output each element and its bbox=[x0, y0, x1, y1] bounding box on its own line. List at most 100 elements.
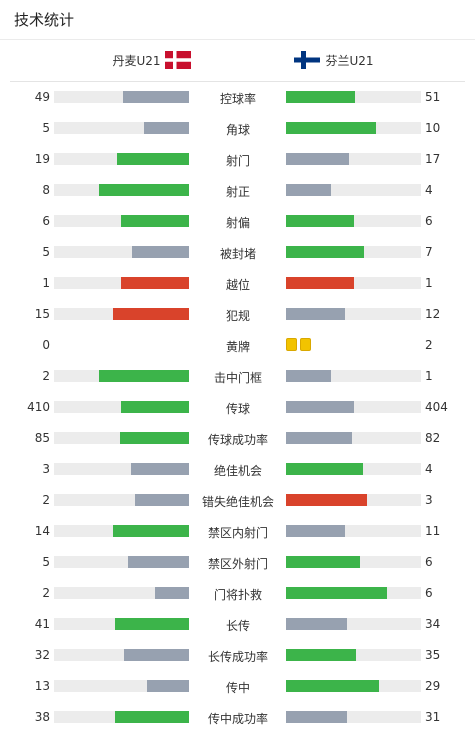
home-stat-bar-track bbox=[54, 432, 189, 444]
page-title: 技术统计 bbox=[14, 11, 75, 29]
stat-row: 2 错失绝佳机会 3 bbox=[0, 484, 475, 515]
stat-label: 传球 bbox=[225, 402, 250, 416]
stat-row: 410 传球 404 bbox=[0, 391, 475, 422]
home-stat-value: 6 bbox=[42, 214, 50, 228]
stat-label: 传中成功率 bbox=[207, 712, 268, 726]
home-stat-value: 2 bbox=[42, 369, 50, 383]
away-stat-bar-track bbox=[286, 308, 421, 320]
stat-label: 射门 bbox=[225, 154, 250, 168]
away-stat-bar-track bbox=[286, 184, 421, 196]
away-stat-bar bbox=[286, 401, 354, 413]
home-stat-bar bbox=[135, 494, 189, 506]
yellow-card-icon bbox=[286, 338, 297, 351]
away-stat-value: 6 bbox=[425, 214, 433, 228]
teams-header: 丹麦U21 芬兰U21 bbox=[10, 40, 465, 82]
away-stat-bar-track bbox=[286, 649, 421, 661]
stat-row: 3 绝佳机会 4 bbox=[0, 453, 475, 484]
away-stat-value: 17 bbox=[425, 152, 441, 166]
away-stat-bar bbox=[286, 308, 345, 320]
stat-label: 犯规 bbox=[225, 309, 250, 323]
home-stat-value: 410 bbox=[27, 400, 50, 414]
away-stat-bar-track bbox=[286, 153, 421, 165]
away-stat-value: 3 bbox=[425, 493, 433, 507]
away-stat-value: 6 bbox=[425, 555, 433, 569]
away-team: 芬兰U21 bbox=[293, 51, 374, 69]
home-stat-value: 5 bbox=[42, 121, 50, 135]
away-stat-bar-track bbox=[286, 91, 421, 103]
home-stat-bar-track bbox=[54, 184, 189, 196]
away-stat-value: 6 bbox=[425, 586, 433, 600]
away-stat-bar bbox=[286, 649, 356, 661]
away-stat-value: 51 bbox=[425, 90, 441, 104]
home-stat-bar bbox=[99, 370, 189, 382]
stat-row: 85 传球成功率 82 bbox=[0, 422, 475, 453]
home-stat-bar bbox=[123, 91, 189, 103]
home-stat-bar-track bbox=[54, 246, 189, 258]
stat-label: 门将扑救 bbox=[213, 588, 262, 602]
stat-label: 射正 bbox=[225, 185, 250, 199]
away-stat-bar bbox=[286, 680, 379, 692]
home-stat-bar bbox=[117, 153, 189, 165]
away-stat-bar-track bbox=[286, 494, 421, 506]
home-stat-bar bbox=[113, 525, 189, 537]
home-stat-bar bbox=[144, 122, 189, 134]
away-stat-bar-track bbox=[286, 432, 421, 444]
away-stat-value: 35 bbox=[425, 648, 441, 662]
stat-row: 19 射门 17 bbox=[0, 143, 475, 174]
away-stat-bar bbox=[286, 277, 354, 289]
home-stat-bar-track bbox=[54, 401, 189, 413]
away-stat-value: 34 bbox=[425, 617, 441, 631]
home-stat-bar bbox=[120, 432, 189, 444]
home-stat-bar-track bbox=[54, 153, 189, 165]
away-stat-bar bbox=[286, 246, 364, 258]
away-stat-bar-track bbox=[286, 556, 421, 568]
home-stat-bar-track bbox=[54, 680, 189, 692]
away-stat-value: 7 bbox=[425, 245, 433, 259]
away-stat-bar bbox=[286, 618, 347, 630]
home-stat-bar-track bbox=[54, 587, 189, 599]
stat-row: 38 传中成功率 31 bbox=[0, 701, 475, 732]
away-stat-bar bbox=[286, 494, 367, 506]
away-stat-value: 1 bbox=[425, 276, 433, 290]
away-stat-bar-track bbox=[286, 401, 421, 413]
stat-row: 49 控球率 51 bbox=[0, 81, 475, 112]
away-stat-value: 404 bbox=[425, 400, 448, 414]
away-stat-bar-track bbox=[286, 587, 421, 599]
home-stat-value: 0 bbox=[42, 338, 50, 352]
stat-label: 越位 bbox=[225, 278, 250, 292]
away-yellow-cards bbox=[286, 338, 311, 351]
home-stat-value: 3 bbox=[42, 462, 50, 476]
finland-flag-icon bbox=[293, 51, 320, 69]
stat-row: 15 犯规 12 bbox=[0, 298, 475, 329]
away-stat-value: 2 bbox=[425, 338, 433, 352]
stat-row: 32 长传成功率 35 bbox=[0, 639, 475, 670]
stat-row: 8 射正 4 bbox=[0, 174, 475, 205]
away-stat-value: 31 bbox=[425, 710, 441, 724]
stat-row: 0 黄牌 2 bbox=[0, 329, 475, 360]
stat-label: 被封堵 bbox=[219, 247, 256, 261]
home-stat-bar bbox=[121, 401, 189, 413]
stat-row: 14 禁区内射门 11 bbox=[0, 515, 475, 546]
away-stat-bar bbox=[286, 370, 331, 382]
home-stat-value: 5 bbox=[42, 245, 50, 259]
home-stat-bar-track bbox=[54, 649, 189, 661]
away-stat-bar bbox=[286, 122, 376, 134]
stat-label: 长传成功率 bbox=[207, 650, 268, 664]
home-stat-bar bbox=[147, 680, 189, 692]
away-stat-bar-track bbox=[286, 711, 421, 723]
stat-row: 13 传中 29 bbox=[0, 670, 475, 701]
stat-row: 6 射偏 6 bbox=[0, 205, 475, 236]
away-stat-bar bbox=[286, 463, 363, 475]
away-stat-value: 29 bbox=[425, 679, 441, 693]
home-stat-bar-track bbox=[54, 494, 189, 506]
away-stat-value: 12 bbox=[425, 307, 441, 321]
yellow-card-icon bbox=[300, 338, 311, 351]
stat-label: 错失绝佳机会 bbox=[201, 495, 274, 509]
stat-row: 41 长传 34 bbox=[0, 608, 475, 639]
away-stat-bar-track bbox=[286, 277, 421, 289]
away-stat-bar-track bbox=[286, 122, 421, 134]
away-stat-bar-track bbox=[286, 463, 421, 475]
away-stat-bar bbox=[286, 184, 331, 196]
away-stat-bar-track bbox=[286, 370, 421, 382]
home-stat-bar bbox=[132, 246, 189, 258]
